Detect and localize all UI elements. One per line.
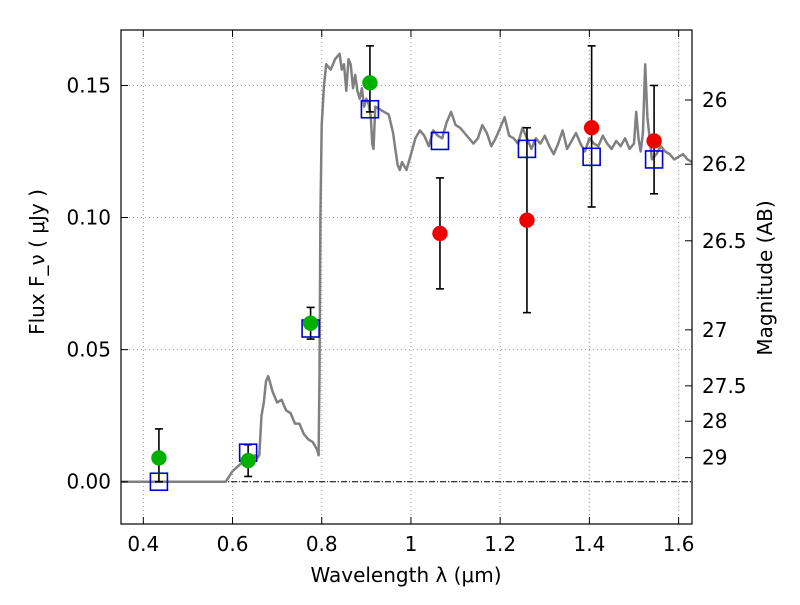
observed-point [519,212,535,228]
y-axis-right-title: Magnitude (AB) [753,200,777,355]
model-square [149,472,169,492]
x-tick-label: 1 [405,532,418,556]
observed-point [646,133,662,149]
x-axis-title: Wavelength λ (μm) [310,563,501,587]
right-tick-label: 27.5 [702,374,747,398]
tick-layer [121,30,692,524]
observed-point [302,315,319,331]
x-tick-label: 1.2 [484,532,516,556]
tick-label-layer: 0.4 0.6 0.8 1 1.2 1.4 1.6 0.00 0.05 0.10 0.15 26 26.… [66,73,746,556]
x-tick-label: 1.4 [573,532,605,556]
observed-point [432,225,448,242]
right-tick-label: 29 [702,446,727,470]
y-tick-label: 0.15 [66,73,111,97]
model-square [517,139,537,159]
template-spectrum-line [121,52,693,483]
y-axis-title: Flux F_ν ( μJy ) [25,189,49,335]
y-tick-label: 0.05 [66,338,111,362]
x-tick-label: 1.6 [663,532,695,556]
model-square [644,150,664,169]
observed-point [583,119,600,136]
right-tick-label: 27 [702,318,727,342]
template-spectrum-layer [121,52,693,483]
observed-point [362,75,378,91]
observed-point [240,452,256,469]
observed-point [151,450,167,466]
plot-frame [120,29,693,525]
marker-layer [149,75,664,492]
x-tick-label: 0.6 [217,532,249,556]
x-tick-label: 0.4 [127,532,159,556]
model-square [582,147,601,167]
y-tick-label: 0.00 [66,470,111,494]
y-tick-label: 0.10 [66,206,111,230]
right-tick-label: 26.2 [702,152,747,176]
right-tick-label: 28 [702,409,727,433]
model-square [430,131,450,151]
right-tick-label: 26 [702,88,727,112]
x-tick-label: 0.8 [306,532,338,556]
right-tick-label: 26.5 [702,229,747,253]
model-square [360,99,380,119]
